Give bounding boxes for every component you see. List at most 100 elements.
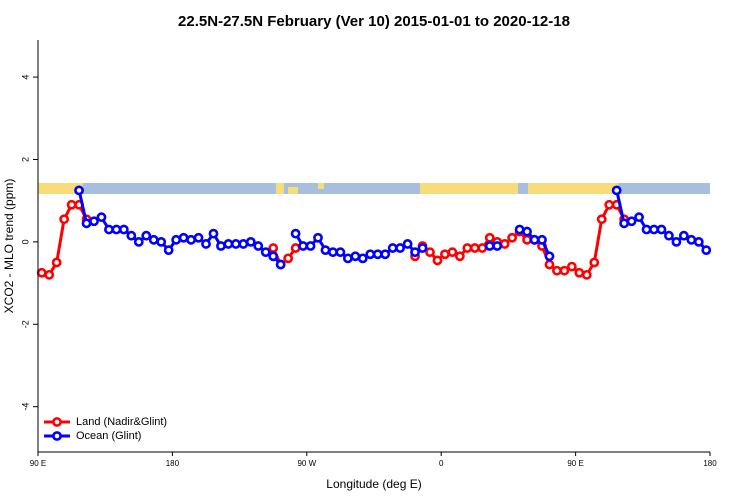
data-point: [611, 185, 622, 196]
data-point: [118, 224, 129, 235]
data-point: [290, 228, 301, 239]
data-point: [171, 234, 182, 245]
data-point: [238, 239, 249, 249]
data-point: [693, 236, 704, 247]
data-point: [678, 230, 689, 241]
data-point: [36, 267, 47, 278]
data-point: [193, 232, 204, 243]
data-point: [559, 265, 570, 276]
x-tick-label: 90 E: [567, 459, 583, 468]
data-point: [66, 199, 77, 210]
data-point: [387, 243, 398, 253]
data-point: [96, 212, 107, 223]
data-point: [268, 251, 279, 262]
data-point: [477, 243, 488, 253]
data-point: [574, 267, 585, 278]
data-point: [484, 232, 495, 243]
y-tick-label: 2: [20, 157, 30, 162]
data-point: [492, 241, 503, 251]
data-point: [350, 251, 361, 262]
data-point: [529, 234, 540, 245]
data-point: [447, 247, 458, 258]
data-point: [275, 259, 286, 270]
data-point: [126, 230, 137, 241]
x-axis-title: Longitude (deg E): [326, 477, 421, 491]
data-point: [626, 216, 637, 227]
legend-marker: [52, 417, 62, 427]
data-point: [432, 255, 443, 266]
data-point: [223, 239, 234, 249]
map-strip: [38, 183, 710, 194]
data-point: [522, 234, 532, 245]
data-point: [454, 251, 465, 262]
data-point: [462, 243, 473, 253]
legend-label: Land (Nadir&Glint): [76, 416, 167, 428]
data-point: [604, 199, 615, 210]
data-point: [51, 257, 62, 268]
x-tick-label: 90 W: [297, 459, 316, 468]
data-point: [410, 247, 420, 258]
data-point: [634, 212, 644, 223]
data-point: [178, 232, 189, 243]
data-point: [305, 241, 316, 251]
data-point: [111, 224, 122, 235]
data-point: [537, 234, 547, 245]
data-point: [59, 214, 70, 225]
data-point: [320, 245, 331, 256]
y-tick-label: 4: [20, 75, 30, 80]
data-point: [89, 216, 99, 227]
data-point: [268, 243, 279, 253]
data-point: [469, 243, 480, 253]
data-point: [104, 224, 114, 235]
x-tick-label: 0: [439, 459, 444, 468]
legend-label: Ocean (Glint): [76, 430, 141, 442]
data-point: [357, 253, 368, 264]
x-tick-label: 180: [703, 459, 717, 468]
data-point: [186, 234, 196, 245]
data-point: [581, 269, 592, 280]
data-point: [701, 245, 712, 256]
data-point: [649, 224, 659, 235]
data-point: [484, 241, 495, 251]
y-tick-label: -2: [20, 320, 30, 328]
data-point: [395, 243, 406, 253]
data-point: [417, 243, 428, 253]
chart-title: 22.5N-27.5N February (Ver 10) 2015-01-01…: [178, 13, 570, 30]
data-point: [148, 234, 159, 245]
data-point: [566, 261, 577, 272]
data-point: [544, 251, 555, 262]
data-point: [283, 253, 294, 264]
data-point: [641, 224, 652, 235]
x-tick-label: 90 E: [30, 459, 46, 468]
data-point: [425, 247, 435, 258]
data-point: [596, 214, 607, 225]
data-point: [133, 236, 144, 247]
data-point: [245, 236, 256, 247]
data-point: [589, 257, 600, 268]
data-point: [440, 249, 450, 260]
data-point: [372, 249, 383, 260]
data-point: [201, 239, 211, 249]
data-point: [74, 185, 84, 196]
data-point: [499, 239, 510, 249]
y-tick-label: 0: [20, 239, 30, 244]
data-point: [313, 232, 323, 243]
data-point: [298, 241, 308, 251]
legend-marker: [52, 431, 62, 441]
data-point: [544, 259, 555, 270]
data-point: [619, 218, 630, 229]
data-point: [230, 239, 241, 249]
data-point: [141, 230, 152, 241]
data-point: [380, 249, 391, 260]
x-tick-label: 180: [166, 459, 180, 468]
data-point: [656, 224, 667, 235]
data-point: [253, 241, 264, 251]
y-axis-title: XCO2 - MLO trend (ppm): [2, 179, 16, 314]
data-point: [664, 230, 674, 241]
data-point: [402, 239, 413, 249]
data-point: [208, 228, 219, 239]
data-point: [81, 218, 92, 229]
data-point: [552, 265, 562, 276]
data-point: [514, 224, 525, 235]
